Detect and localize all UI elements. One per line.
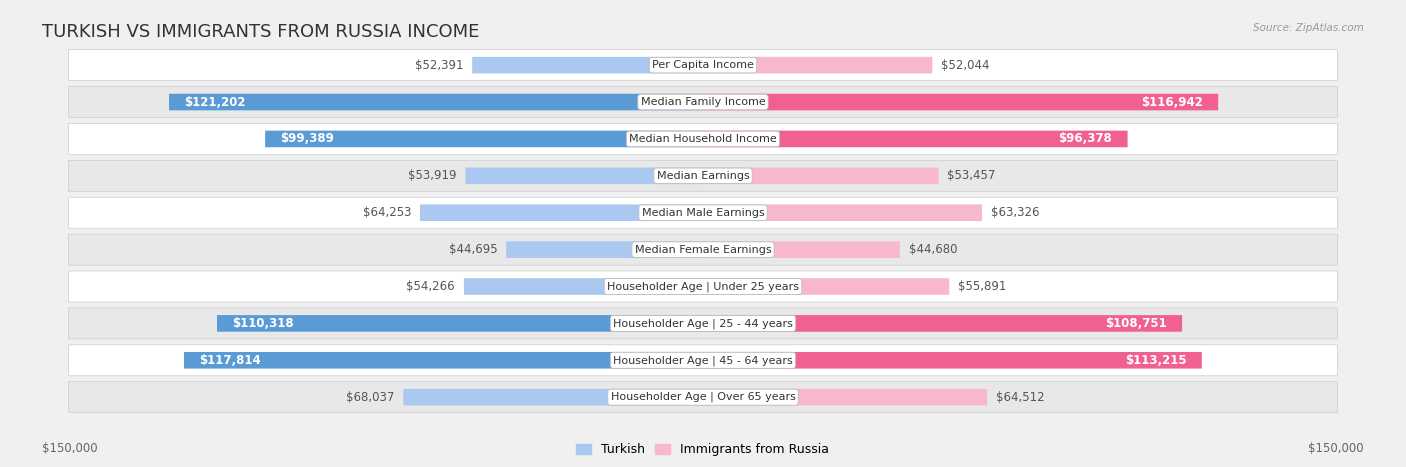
Text: Householder Age | 45 - 64 years: Householder Age | 45 - 64 years (613, 355, 793, 366)
Text: Median Family Income: Median Family Income (641, 97, 765, 107)
Text: $63,326: $63,326 (991, 206, 1039, 219)
FancyBboxPatch shape (69, 382, 1337, 413)
FancyBboxPatch shape (703, 168, 938, 184)
Text: Householder Age | 25 - 44 years: Householder Age | 25 - 44 years (613, 318, 793, 329)
Legend: Turkish, Immigrants from Russia: Turkish, Immigrants from Russia (571, 438, 835, 461)
Text: $53,919: $53,919 (408, 170, 457, 182)
Text: Median Household Income: Median Household Income (628, 134, 778, 144)
Text: $108,751: $108,751 (1105, 317, 1167, 330)
FancyBboxPatch shape (69, 86, 1337, 118)
FancyBboxPatch shape (703, 205, 981, 221)
FancyBboxPatch shape (703, 131, 1128, 147)
Text: Median Female Earnings: Median Female Earnings (634, 245, 772, 255)
Text: $64,253: $64,253 (363, 206, 411, 219)
Text: Source: ZipAtlas.com: Source: ZipAtlas.com (1253, 23, 1364, 33)
Text: $52,044: $52,044 (941, 59, 990, 71)
FancyBboxPatch shape (69, 123, 1337, 155)
FancyBboxPatch shape (465, 168, 703, 184)
Text: $116,942: $116,942 (1140, 96, 1202, 108)
FancyBboxPatch shape (703, 57, 932, 73)
Text: Median Earnings: Median Earnings (657, 171, 749, 181)
Text: $52,391: $52,391 (415, 59, 464, 71)
FancyBboxPatch shape (69, 345, 1337, 376)
Text: $121,202: $121,202 (184, 96, 246, 108)
Text: $96,378: $96,378 (1059, 133, 1112, 145)
Text: $99,389: $99,389 (281, 133, 335, 145)
FancyBboxPatch shape (420, 205, 703, 221)
Text: $53,457: $53,457 (948, 170, 995, 182)
Text: $150,000: $150,000 (1308, 442, 1364, 455)
FancyBboxPatch shape (506, 241, 703, 258)
FancyBboxPatch shape (703, 241, 900, 258)
Text: $110,318: $110,318 (232, 317, 294, 330)
FancyBboxPatch shape (472, 57, 703, 73)
Text: $44,695: $44,695 (449, 243, 498, 256)
Text: $54,266: $54,266 (406, 280, 456, 293)
FancyBboxPatch shape (69, 160, 1337, 191)
FancyBboxPatch shape (69, 234, 1337, 265)
FancyBboxPatch shape (69, 271, 1337, 302)
FancyBboxPatch shape (169, 94, 703, 110)
FancyBboxPatch shape (184, 352, 703, 368)
Text: $55,891: $55,891 (957, 280, 1007, 293)
Text: $64,512: $64,512 (995, 391, 1045, 403)
FancyBboxPatch shape (703, 315, 1182, 332)
Text: Householder Age | Over 65 years: Householder Age | Over 65 years (610, 392, 796, 403)
FancyBboxPatch shape (266, 131, 703, 147)
FancyBboxPatch shape (69, 50, 1337, 81)
Text: Householder Age | Under 25 years: Householder Age | Under 25 years (607, 281, 799, 292)
Text: $68,037: $68,037 (346, 391, 395, 403)
FancyBboxPatch shape (703, 278, 949, 295)
Text: Per Capita Income: Per Capita Income (652, 60, 754, 70)
Text: $117,814: $117,814 (200, 354, 262, 367)
FancyBboxPatch shape (703, 94, 1218, 110)
Text: TURKISH VS IMMIGRANTS FROM RUSSIA INCOME: TURKISH VS IMMIGRANTS FROM RUSSIA INCOME (42, 23, 479, 42)
Text: $44,680: $44,680 (908, 243, 957, 256)
Text: $150,000: $150,000 (42, 442, 98, 455)
FancyBboxPatch shape (217, 315, 703, 332)
Text: $113,215: $113,215 (1125, 354, 1187, 367)
FancyBboxPatch shape (703, 389, 987, 405)
FancyBboxPatch shape (464, 278, 703, 295)
Text: Median Male Earnings: Median Male Earnings (641, 208, 765, 218)
FancyBboxPatch shape (69, 308, 1337, 339)
FancyBboxPatch shape (703, 352, 1202, 368)
FancyBboxPatch shape (69, 197, 1337, 228)
FancyBboxPatch shape (404, 389, 703, 405)
